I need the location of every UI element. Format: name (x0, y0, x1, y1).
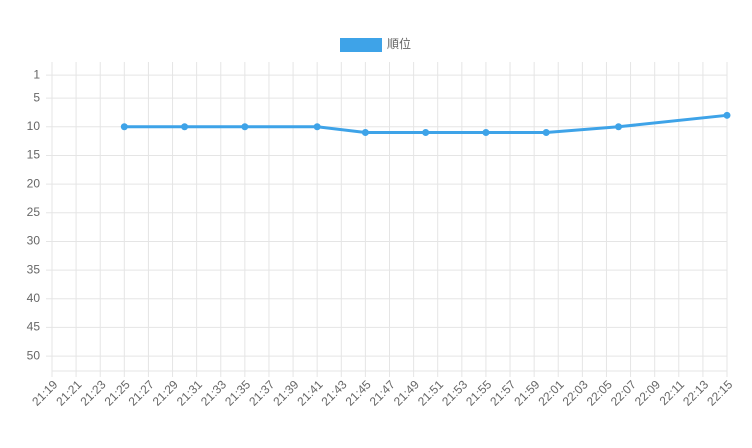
x-tick-label: 21:21 (53, 377, 84, 408)
y-tick-label: 50 (27, 348, 41, 362)
x-tick-label: 22:11 (657, 377, 688, 408)
x-tick-label: 21:49 (391, 377, 422, 408)
x-tick-label: 22:09 (632, 377, 663, 408)
y-tick-label: 10 (27, 119, 41, 133)
x-tick-label: 21:43 (319, 377, 350, 408)
y-tick-label: 1 (33, 67, 40, 81)
line (124, 113, 728, 135)
x-tick-label: 21:29 (150, 377, 181, 408)
x-tick-label: 21:25 (102, 377, 133, 408)
x-tick-label: 21:33 (198, 377, 229, 408)
point (723, 111, 731, 119)
point (313, 123, 321, 131)
y-tick-label: 20 (27, 176, 41, 190)
x-tick-label: 22:03 (560, 377, 591, 408)
x-tick-label: 22:13 (680, 377, 711, 408)
x-tick-label: 22:15 (704, 377, 735, 408)
x-tick-label: 21:51 (415, 377, 446, 408)
y-tick-label: 30 (27, 234, 41, 248)
x-tick-label: 22:07 (608, 377, 639, 408)
x-tick-label: 21:55 (463, 377, 494, 408)
x-tick-label: 21:57 (487, 377, 518, 408)
x-tick-label: 21:19 (29, 377, 60, 408)
y-tick-label: 15 (27, 148, 41, 162)
x-tick-label: 21:39 (270, 377, 301, 408)
x-tick-label: 21:53 (439, 377, 470, 408)
y-tick-label: 25 (27, 205, 41, 219)
x-tick-label: 21:35 (222, 377, 253, 408)
point (482, 129, 490, 137)
y-tick-label: 45 (27, 320, 41, 334)
x-tick-label: 21:27 (126, 377, 157, 408)
x-tick-label: 21:45 (343, 377, 374, 408)
point (181, 123, 189, 131)
x-tick-label: 21:23 (77, 377, 108, 408)
point (241, 123, 249, 131)
x-tick-label: 21:59 (511, 377, 542, 408)
x-tick-label: 21:47 (367, 377, 398, 408)
point (120, 123, 128, 131)
legend-label: 順位 (387, 36, 411, 51)
y-tick-label: 35 (27, 262, 41, 276)
x-tick-label: 21:41 (294, 377, 325, 408)
x-tick-label: 21:37 (246, 377, 277, 408)
legend-swatch (340, 38, 382, 52)
point (542, 129, 550, 137)
x-tick-label: 22:05 (584, 377, 615, 408)
point (422, 129, 430, 137)
y-tick-label: 5 (33, 90, 40, 104)
point (361, 129, 369, 137)
x-tick-label: 22:01 (535, 377, 566, 408)
x-tick-label: 21:31 (174, 377, 205, 408)
y-tick-label: 40 (27, 291, 41, 305)
point (615, 123, 623, 131)
